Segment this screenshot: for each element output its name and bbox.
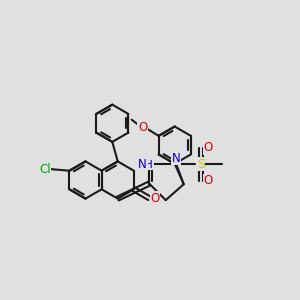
Text: S: S — [197, 158, 205, 171]
Text: N: N — [138, 158, 147, 171]
Text: O: O — [138, 121, 147, 134]
Text: O: O — [204, 141, 213, 154]
Text: NH: NH — [137, 160, 154, 170]
Text: N: N — [172, 152, 181, 165]
Text: O: O — [150, 192, 159, 205]
Text: O: O — [204, 174, 213, 187]
Text: Cl: Cl — [39, 163, 51, 176]
